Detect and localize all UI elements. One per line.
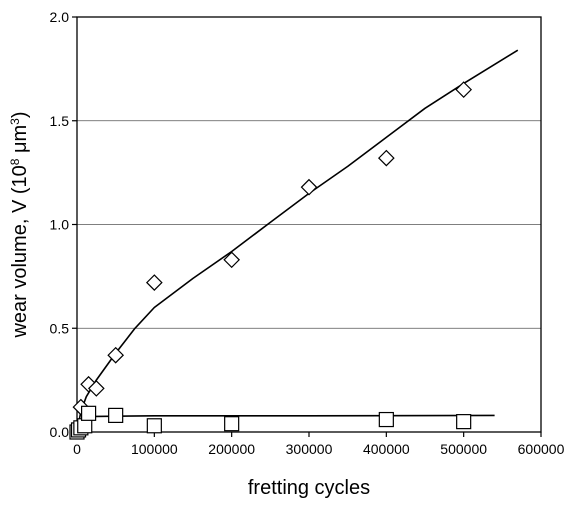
diamond-point <box>455 81 473 98</box>
y-axis-title-close: ) <box>9 111 31 118</box>
data-markers <box>69 81 473 440</box>
square-point <box>456 414 472 430</box>
square-point <box>146 418 162 434</box>
gridlines <box>77 120 541 329</box>
x-tick-label: 0 <box>73 441 81 457</box>
y-axis-title: wear volume, V (108 μm3) <box>8 111 31 338</box>
diamond-point <box>223 251 241 269</box>
axis-ticks: 0 100000 200000 300000 400000 500000 600000 0.0… <box>50 9 565 457</box>
square-point <box>378 411 394 428</box>
diamond-point <box>300 178 318 196</box>
diamond-point <box>107 346 125 364</box>
square-point <box>224 416 240 432</box>
fit-line-1 <box>76 49 519 433</box>
square-point <box>108 407 124 423</box>
x-tick-label: 300000 <box>286 441 333 457</box>
y-tick-label: 2.0 <box>50 9 70 25</box>
x-tick-label: 100000 <box>131 441 178 457</box>
fit-lines <box>76 49 519 433</box>
x-axis-title: fretting cycles <box>248 477 370 499</box>
y-axis-title-unit-exponent: 3 <box>8 118 22 125</box>
y-axis-title-unit: μm <box>9 125 31 159</box>
y-axis-title-main: wear volume, V (10 <box>9 165 31 338</box>
diamond-point <box>87 380 105 397</box>
y-tick-label: 0.0 <box>50 424 70 440</box>
y-tick-label: 0.5 <box>50 320 70 336</box>
x-tick-label: 600000 <box>518 441 565 457</box>
square-point <box>80 405 97 421</box>
y-tick-label: 1.5 <box>50 113 70 129</box>
y-tick-label: 1.0 <box>50 217 70 233</box>
x-tick-label: 200000 <box>208 441 255 457</box>
x-tick-label: 400000 <box>363 441 410 457</box>
x-tick-label: 500000 <box>440 441 487 457</box>
y-axis-title-exponent: 8 <box>8 158 22 165</box>
fit-line-2 <box>76 414 495 433</box>
diamond-point <box>145 274 163 291</box>
diamond-point <box>377 149 395 167</box>
